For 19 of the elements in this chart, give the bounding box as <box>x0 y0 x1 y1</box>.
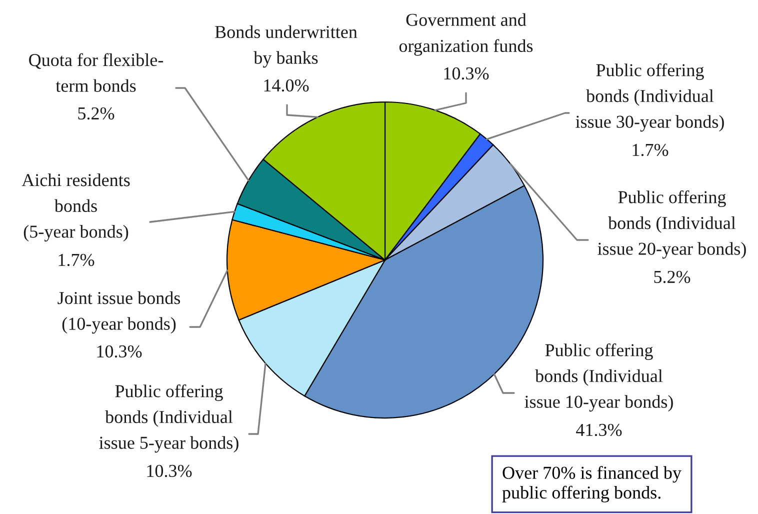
slice-label: Joint issue bonds (10-year bonds) <box>58 291 180 334</box>
slice-label: Government and organization funds <box>399 13 533 56</box>
data-label: 10.3% <box>147 464 192 478</box>
slice-label: Public offering bonds (Individual issue 20-year bonds) <box>598 190 746 259</box>
data-label: 14.0% <box>264 79 309 92</box>
data-label: 1.7% <box>58 254 94 266</box>
data-label: 5.2% <box>78 107 114 120</box>
data-label: 5.2% <box>654 270 690 284</box>
data-label: 41.3% <box>576 424 622 436</box>
data-label: 10.3% <box>444 67 489 80</box>
data-label: 1.7% <box>632 144 668 156</box>
slice-label: Quota for flexible- term bonds <box>29 53 164 92</box>
data-label: 10.3% <box>97 345 142 358</box>
text: Over 70% is financed by public offering bonds. <box>502 466 682 502</box>
slice-label: Aichi residents bonds (5-year bonds) <box>22 174 130 242</box>
slice-label: Public offering bonds (Individual issue 10-year bonds) <box>524 343 673 412</box>
slice-label: Public offering bonds (Individual issue 5-year bonds) <box>99 384 238 453</box>
slice-label: Public offering bonds (Individual issue 30-year bonds) <box>576 63 724 132</box>
slice-label: Bonds underwritten by banks <box>215 25 358 68</box>
